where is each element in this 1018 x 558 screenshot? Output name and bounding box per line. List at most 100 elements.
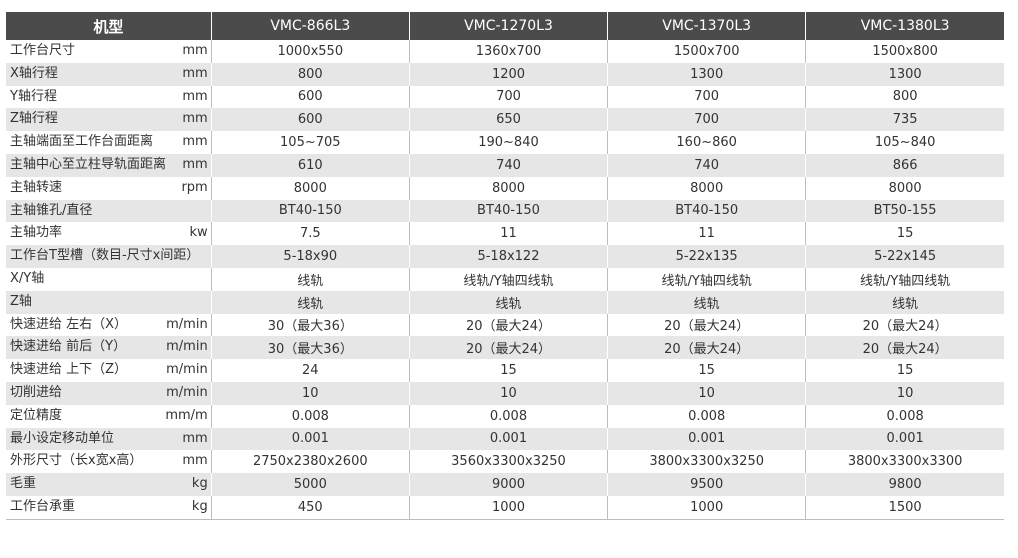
row-label-cell: 快速进给 前后（Y） m/min bbox=[6, 336, 212, 360]
value-cell: 0.001 bbox=[607, 427, 806, 451]
value-cell: 8000 bbox=[210, 176, 410, 200]
value-cell: 20（最大24） bbox=[408, 313, 608, 337]
value-cell: 线轨 bbox=[607, 290, 806, 314]
row-label: 主轴功率 bbox=[10, 225, 63, 241]
row-unit: m/min bbox=[166, 362, 208, 378]
row-label-cell: X轴行程 mm bbox=[6, 62, 212, 86]
row-unit: kw bbox=[189, 225, 208, 241]
value-cell: 10 bbox=[607, 381, 806, 405]
row-label: 外形尺寸（长x宽x高） bbox=[10, 453, 143, 469]
value-cell: 9000 bbox=[408, 473, 608, 496]
row-label: Z轴 bbox=[10, 293, 32, 309]
header-row: 机型 VMC-866L3 VMC-1270L3 VMC-1370L3 VMC-1… bbox=[6, 12, 1004, 40]
value-cell: 3560x3300x3250 bbox=[408, 450, 608, 474]
value-cell: 8000 bbox=[408, 176, 608, 200]
value-cell: 20（最大24） bbox=[805, 313, 1004, 337]
table-row: 主轴中心至立柱导轨面距离 mm 610 740 740 866 bbox=[6, 153, 1004, 177]
value-cell: 7.5 bbox=[210, 222, 410, 246]
row-unit: mm bbox=[182, 43, 208, 58]
value-cell: 1300 bbox=[805, 62, 1004, 86]
value-cell: 1360x700 bbox=[408, 40, 608, 63]
row-label-cell: 外形尺寸（长x宽x高） mm bbox=[6, 450, 212, 474]
value-cell: 5-22x145 bbox=[805, 245, 1004, 268]
value-cell: 线轨/Y轴四线轨 bbox=[408, 267, 608, 291]
row-label: Z轴行程 bbox=[10, 111, 58, 127]
row-unit: mm bbox=[182, 430, 208, 446]
value-cell: 600 bbox=[210, 85, 410, 109]
row-label: 毛重 bbox=[10, 476, 37, 492]
value-cell: 11 bbox=[408, 222, 608, 246]
row-unit: mm bbox=[182, 65, 208, 81]
table-row: 快速进给 前后（Y） m/min 30（最大36） 20（最大24） 20（最大24） 2… bbox=[6, 336, 1004, 360]
header-model-1: VMC-866L3 bbox=[210, 12, 410, 40]
value-cell: 线轨 bbox=[408, 290, 608, 314]
value-cell: 8000 bbox=[805, 176, 1004, 200]
table-row: 主轴端面至工作台面距离 mm 105~705 190~840 160~860 105~84… bbox=[6, 131, 1004, 154]
value-cell: 450 bbox=[210, 495, 410, 520]
value-cell: 700 bbox=[607, 108, 806, 132]
value-cell: 5-18x122 bbox=[408, 245, 608, 268]
row-label-cell: Z轴 bbox=[6, 290, 212, 314]
table-row: Y轴行程 mm 600 700 700 800 bbox=[6, 85, 1004, 109]
row-unit: mm bbox=[182, 134, 208, 150]
value-cell: 3800x3300x3300 bbox=[805, 450, 1004, 474]
row-label: 主轴中心至立柱导轨面距离 bbox=[10, 156, 167, 172]
row-label-cell: 工作台T型槽（数目-尺寸x间距） bbox=[6, 245, 212, 268]
value-cell: 9800 bbox=[805, 473, 1004, 496]
row-unit: mm bbox=[182, 88, 208, 104]
row-unit: rpm bbox=[181, 179, 208, 195]
value-cell: 0.008 bbox=[805, 404, 1004, 428]
value-cell: 1000x550 bbox=[210, 40, 410, 63]
row-unit: m/min bbox=[166, 384, 208, 400]
value-cell: 190~840 bbox=[408, 131, 608, 154]
row-label: 定位精度 bbox=[10, 407, 63, 423]
value-cell: 1500x700 bbox=[607, 40, 806, 63]
row-unit: kg bbox=[191, 476, 208, 492]
value-cell: 10 bbox=[408, 381, 608, 405]
table-row: 毛重 kg 5000 9000 9500 9800 bbox=[6, 473, 1004, 496]
value-cell: 24 bbox=[210, 359, 410, 382]
row-label-cell: X/Y轴 bbox=[6, 267, 212, 291]
row-label-cell: 主轴锥孔/直径 bbox=[6, 199, 212, 223]
value-cell: 2750x2380x2600 bbox=[210, 450, 410, 474]
row-label-cell: 切削进给 m/min bbox=[6, 381, 212, 405]
row-unit: kg bbox=[191, 498, 208, 514]
row-label: 工作台尺寸 bbox=[10, 43, 76, 58]
row-label-cell: 工作台尺寸 mm bbox=[6, 40, 212, 63]
row-label: 最小设定移动单位 bbox=[10, 430, 115, 446]
value-cell: 735 bbox=[805, 108, 1004, 132]
table-row: 主轴锥孔/直径 BT40-150 BT40-150 BT40-150 BT50-155 bbox=[6, 199, 1004, 223]
value-cell: 700 bbox=[607, 85, 806, 109]
value-cell: 30（最大36） bbox=[210, 313, 410, 337]
header-model-2: VMC-1270L3 bbox=[408, 12, 608, 40]
spec-table: 机型 VMC-866L3 VMC-1270L3 VMC-1370L3 VMC-1… bbox=[6, 12, 1004, 520]
value-cell: 20（最大24） bbox=[607, 313, 806, 337]
row-label: 工作台承重 bbox=[10, 498, 76, 514]
row-label: X轴行程 bbox=[10, 65, 58, 81]
value-cell: 1000 bbox=[408, 495, 608, 520]
value-cell: 0.008 bbox=[607, 404, 806, 428]
value-cell: 740 bbox=[408, 153, 608, 177]
value-cell: 线轨 bbox=[805, 290, 1004, 314]
row-label: 快速进给 左右（X） bbox=[10, 316, 128, 332]
table-row: 快速进给 上下（Z） m/min 24 15 15 15 bbox=[6, 359, 1004, 382]
header-model-label: 机型 bbox=[6, 12, 212, 40]
value-cell: 105~705 bbox=[210, 131, 410, 154]
value-cell: 0.008 bbox=[210, 404, 410, 428]
row-unit: m/min bbox=[166, 316, 208, 332]
value-cell: 1500x800 bbox=[805, 40, 1004, 63]
value-cell: 0.001 bbox=[408, 427, 608, 451]
value-cell: 0.008 bbox=[408, 404, 608, 428]
row-label: 工作台T型槽（数目-尺寸x间距） bbox=[10, 248, 200, 264]
value-cell: 610 bbox=[210, 153, 410, 177]
value-cell: 15 bbox=[408, 359, 608, 382]
value-cell: 5-22x135 bbox=[607, 245, 806, 268]
row-label-cell: 定位精度 mm/m bbox=[6, 404, 212, 428]
value-cell: BT50-155 bbox=[805, 199, 1004, 223]
value-cell: 15 bbox=[607, 359, 806, 382]
value-cell: 5-18x90 bbox=[210, 245, 410, 268]
row-label-cell: 快速进给 左右（X） m/min bbox=[6, 313, 212, 337]
value-cell: 1500 bbox=[805, 495, 1004, 520]
table-row: 快速进给 左右（X） m/min 30（最大36） 20（最大24） 20（最大24） 2… bbox=[6, 313, 1004, 337]
table-row: Z轴行程 mm 600 650 700 735 bbox=[6, 108, 1004, 132]
